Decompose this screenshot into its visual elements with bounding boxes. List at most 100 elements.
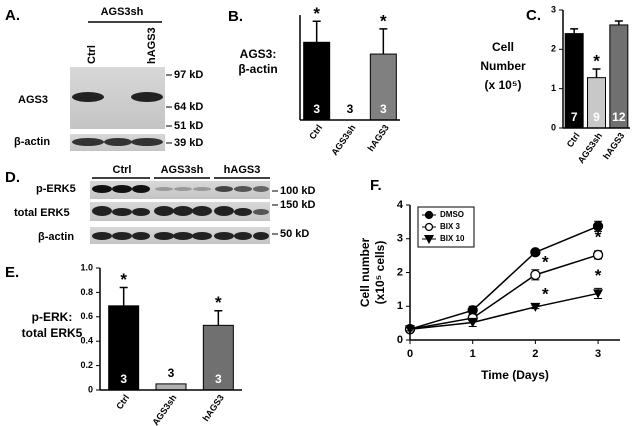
- panel-label: A.: [5, 7, 20, 24]
- y-tick-label: 0.8: [80, 287, 93, 297]
- marker-label: 51 kD: [174, 120, 203, 132]
- error-bar: [214, 309, 223, 326]
- n-label: 7: [571, 110, 578, 124]
- n-label: 12: [612, 110, 626, 124]
- x-tick-label: 2: [532, 348, 538, 360]
- marker: [593, 289, 604, 299]
- y-axis-label: total ERK5: [22, 326, 83, 340]
- x-axis-label: Time (Days): [481, 368, 549, 382]
- n-label: 3: [313, 102, 320, 116]
- y-tick-label: 0.6: [80, 311, 93, 321]
- x-tick-label: hAGS3: [201, 393, 226, 423]
- error-bar: [312, 20, 321, 43]
- significance: *: [313, 4, 320, 23]
- lane-label: Ctrl: [86, 45, 98, 64]
- y-tick-label: 3: [551, 4, 556, 14]
- panel-label: B.: [228, 8, 243, 25]
- group-label: hAGS3: [224, 164, 261, 176]
- markers: 100 kD 150 kD 50 kD: [272, 185, 316, 240]
- y-axis-label: Number: [480, 59, 526, 73]
- group-label: Ctrl: [113, 164, 132, 176]
- marker-label: 64 kD: [174, 101, 203, 113]
- error-bar: [592, 68, 601, 78]
- x-tick-label: Ctrl: [114, 393, 131, 411]
- x-tick-label: Ctrl: [307, 123, 324, 141]
- n-label: 3: [215, 372, 222, 386]
- markers: 97 kD 64 kD 51 kD 39 kD: [166, 69, 203, 149]
- bands: [92, 232, 269, 240]
- x-tick-label: 0: [407, 348, 413, 360]
- bands: [92, 206, 269, 216]
- n-label: 9: [593, 110, 600, 124]
- row-label: AGS3: [18, 94, 48, 106]
- band: [72, 138, 104, 146]
- y-axis-label: Cell: [492, 40, 514, 54]
- row-label: β-actin: [14, 136, 50, 148]
- panel-label: F.: [370, 177, 382, 194]
- row-label: β-actin: [38, 231, 74, 243]
- band: [131, 138, 163, 146]
- y-tick-label: 2: [397, 266, 403, 278]
- y-axis-label: Cell number: [358, 238, 372, 308]
- marker: [592, 249, 604, 261]
- marker-label: 100 kD: [280, 185, 316, 197]
- y-tick-label: 0.4: [80, 336, 93, 346]
- error-bar: [119, 286, 128, 306]
- legend-label: BIX 10: [440, 234, 465, 243]
- error-bar: [379, 28, 388, 55]
- series-line: [409, 292, 599, 330]
- marker-label: 39 kD: [174, 137, 203, 149]
- band: [104, 138, 132, 146]
- marker-label: 97 kD: [174, 69, 203, 81]
- y-axis-label: AGS3:: [240, 47, 277, 61]
- marker: [530, 247, 541, 258]
- significance: *: [120, 270, 127, 289]
- x-tick-label: AGS3sh: [150, 393, 178, 426]
- significance: *: [542, 252, 549, 271]
- band: [131, 92, 163, 102]
- bar: [202, 324, 234, 391]
- y-tick-label: 0: [397, 334, 403, 346]
- y-tick-label: 0.2: [80, 360, 93, 370]
- x-tick-label: 1: [470, 348, 476, 360]
- y-axis-label: (x 10⁵): [485, 78, 522, 92]
- y-tick-label: 0: [88, 384, 93, 394]
- marker: [467, 318, 478, 328]
- row-label: p-ERK5: [36, 183, 76, 195]
- marker: [424, 235, 434, 244]
- marker: [530, 302, 541, 312]
- y-axis-label: p-ERK:: [32, 310, 73, 324]
- band: [72, 92, 104, 102]
- panel-label: C.: [526, 7, 541, 24]
- series-line: [409, 225, 599, 330]
- series-line: [409, 254, 599, 330]
- x-tick-label: AGS3sh: [329, 123, 357, 157]
- legend-label: BIX 3: [440, 222, 461, 231]
- n-label: 3: [380, 102, 387, 116]
- y-axis-label: β-actin: [238, 62, 277, 76]
- y-tick-label: 0: [551, 122, 556, 132]
- n-label: 3: [120, 372, 127, 386]
- significance: *: [595, 227, 602, 246]
- x-tick-label: hAGS3: [601, 131, 626, 161]
- x-tick-label: Ctrl: [565, 131, 582, 149]
- x-tick-label: hAGS3: [366, 123, 391, 153]
- significance: *: [595, 266, 602, 285]
- y-axis-label: (x10⁵ cells): [373, 241, 387, 305]
- marker-label: 50 kD: [280, 228, 309, 240]
- group-label: AGS3sh: [161, 164, 204, 176]
- y-tick-label: 4: [397, 199, 404, 211]
- y-tick-label: 1.0: [80, 262, 93, 272]
- y-tick-label: 2: [551, 44, 556, 54]
- significance: *: [542, 284, 549, 303]
- error-bar: [614, 20, 623, 25]
- bands: [92, 185, 269, 193]
- marker: [592, 221, 604, 232]
- lane-label: hAGS3: [146, 27, 158, 64]
- row-label: total ERK5: [14, 207, 70, 219]
- panel-label: E.: [5, 264, 19, 281]
- bar: [303, 41, 331, 121]
- x-tick-label: 3: [595, 348, 601, 360]
- y-tick-label: 3: [397, 233, 403, 245]
